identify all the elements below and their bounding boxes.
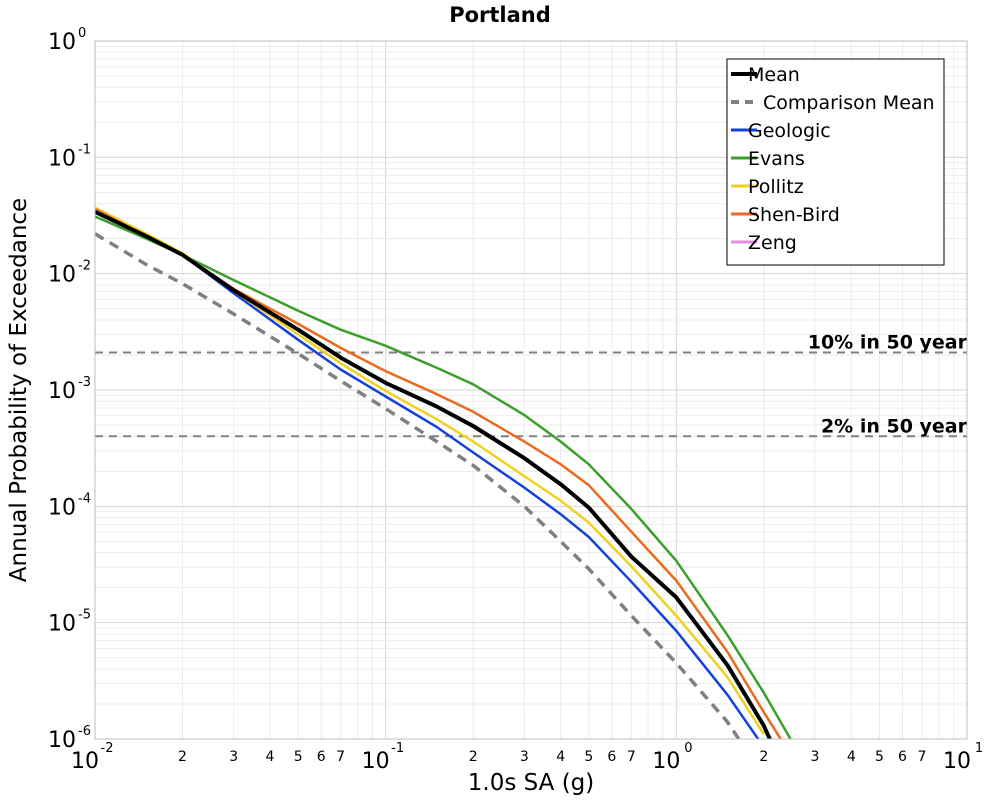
legend-item-label: Geologic bbox=[748, 120, 831, 142]
y-tick-exponent: -6 bbox=[78, 724, 91, 739]
x-minor-tick-label: 3 bbox=[811, 749, 820, 765]
x-minor-tick-label: 7 bbox=[627, 749, 636, 765]
series-line-evans bbox=[95, 215, 792, 739]
x-minor-tick-label: 5 bbox=[875, 749, 884, 765]
plot-area bbox=[95, 206, 792, 739]
y-tick-exponent: -2 bbox=[78, 259, 91, 274]
reference-lines: 10% in 50 year 2% in 50 year bbox=[95, 332, 968, 438]
y-tick-exponent: -4 bbox=[78, 491, 91, 506]
x-minor-tick-label: 2 bbox=[178, 749, 187, 765]
x-axis-label: 1.0s SA (g) bbox=[468, 770, 595, 796]
x-minor-tick-label: 4 bbox=[847, 749, 856, 765]
x-minor-tick-label: 4 bbox=[266, 749, 275, 765]
x-tick-exponent: 1 bbox=[975, 741, 983, 756]
series-line-mean bbox=[95, 209, 773, 739]
y-tick-label: 10 bbox=[48, 728, 76, 753]
x-minor-tick-label: 6 bbox=[898, 749, 907, 765]
x-minor-tick-label: 2 bbox=[469, 749, 478, 765]
x-tick-label: 10 bbox=[71, 749, 99, 774]
x-minor-tick-label: 7 bbox=[918, 749, 927, 765]
plot-frame bbox=[94, 40, 968, 740]
x-tick-exponent: -2 bbox=[101, 741, 114, 756]
x-tick-exponent: 0 bbox=[684, 741, 692, 756]
y-tick-label: 10 bbox=[48, 146, 76, 171]
legend-item-label: Shen-Bird bbox=[748, 204, 840, 226]
x-minor-tick-label: 6 bbox=[317, 749, 326, 765]
x-tick-label: 10 bbox=[652, 749, 680, 774]
series-line-comparison-mean bbox=[95, 232, 741, 739]
legend-item-label: Evans bbox=[748, 148, 805, 170]
x-minor-tick-label: 5 bbox=[294, 749, 303, 765]
legend-item-label: Pollitz bbox=[748, 176, 804, 198]
y-axis-label: Annual Probability of Exceedance bbox=[6, 198, 32, 582]
x-tick-exponent: -1 bbox=[391, 741, 404, 756]
legend-item-label: Zeng bbox=[748, 232, 797, 254]
legend-item-label: Mean bbox=[748, 64, 800, 86]
x-minor-tick-label: 5 bbox=[584, 749, 593, 765]
legend-item-label: Comparison Mean bbox=[763, 92, 935, 114]
y-tick-label: 10 bbox=[48, 612, 76, 637]
legend-box bbox=[726, 58, 945, 266]
y-tick-exponent: -5 bbox=[78, 608, 91, 623]
y-tick-label: 10 bbox=[48, 495, 76, 520]
x-minor-tick-label: 3 bbox=[520, 749, 529, 765]
x-minor-tick-label: 6 bbox=[607, 749, 616, 765]
reference-line-label: 2% in 50 year bbox=[821, 415, 968, 437]
y-tick-exponent: 0 bbox=[78, 26, 86, 41]
y-tick-label: 10 bbox=[48, 379, 76, 404]
x-tick-label: 10 bbox=[362, 749, 390, 774]
reference-line-label: 10% in 50 year bbox=[808, 332, 968, 354]
chart-title: Portland bbox=[449, 3, 551, 27]
y-tick-label: 10 bbox=[48, 30, 76, 55]
x-minor-tick-label: 2 bbox=[759, 749, 768, 765]
legend: Mean Comparison Mean Geologic Evans Pollitz S… bbox=[726, 58, 945, 266]
x-minor-tick-label: 7 bbox=[336, 749, 345, 765]
y-tick-exponent: -3 bbox=[78, 375, 91, 390]
y-tick-exponent: -1 bbox=[78, 142, 91, 157]
x-tick-label: 10 bbox=[943, 749, 971, 774]
x-minor-tick-label: 4 bbox=[556, 749, 565, 765]
x-minor-tick-label: 3 bbox=[229, 749, 238, 765]
y-tick-label: 10 bbox=[48, 263, 76, 288]
